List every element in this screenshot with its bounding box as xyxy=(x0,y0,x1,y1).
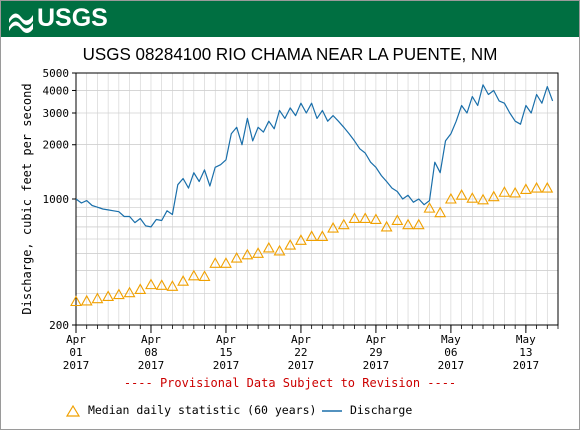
legend-label-discharge: Discharge xyxy=(349,403,413,417)
x-tick-label: 01 xyxy=(69,346,82,359)
median-point xyxy=(187,269,200,281)
legend-item-discharge: Discharge xyxy=(321,403,412,418)
median-point xyxy=(102,290,115,302)
x-tick-label: 29 xyxy=(369,346,382,359)
median-point xyxy=(155,279,168,290)
median-point xyxy=(498,186,511,197)
median-point xyxy=(123,286,136,298)
median-point xyxy=(380,220,393,232)
discharge-series xyxy=(75,84,554,228)
median-point xyxy=(444,192,457,204)
x-tick-label: 13 xyxy=(519,346,532,359)
median-point xyxy=(209,257,222,268)
x-tick-label: Apr xyxy=(366,333,386,346)
x-tick-label: May xyxy=(441,333,461,346)
median-point xyxy=(359,212,372,224)
x-tick-label: 2017 xyxy=(363,359,390,372)
median-point xyxy=(466,192,479,203)
x-tick-label: May xyxy=(516,333,536,346)
y-tick-label: 5000 xyxy=(43,67,70,80)
y-tick-label: 1000 xyxy=(43,193,70,206)
median-point xyxy=(198,270,211,281)
median-point xyxy=(391,214,404,226)
median-point xyxy=(166,280,179,291)
x-tick-label: 15 xyxy=(219,346,232,359)
x-tick-label: Apr xyxy=(291,333,311,346)
median-point xyxy=(487,190,500,202)
line-marker-icon xyxy=(322,409,342,412)
median-point xyxy=(294,234,307,245)
discharge-line xyxy=(75,84,554,228)
x-tick-label: 2017 xyxy=(213,359,240,372)
x-tick-label: 06 xyxy=(444,346,457,359)
median-point xyxy=(337,218,350,230)
x-tick-label: 2017 xyxy=(438,359,465,372)
median-point xyxy=(530,181,543,193)
y-axis-label: Discharge, cubic feet per second xyxy=(20,83,34,314)
median-point xyxy=(145,278,157,290)
median-point xyxy=(541,181,554,193)
x-tick-label: 2017 xyxy=(513,359,540,372)
x-tick-label: Apr xyxy=(66,333,86,346)
median-point xyxy=(284,238,297,250)
y-axis: 200 1000 2000 3000 4000 5000 xyxy=(43,67,76,332)
median-point xyxy=(305,230,318,241)
median-point xyxy=(220,257,232,268)
usgs-wordmark: USGS xyxy=(37,4,108,32)
x-tick-label: Apr xyxy=(216,333,236,346)
provisional-note: ---- Provisional Data Subject to Revisio… xyxy=(123,376,457,390)
usgs-logo-icon xyxy=(9,13,33,33)
y-tick-label: 4000 xyxy=(43,84,70,97)
x-tick-label: 2017 xyxy=(138,359,165,372)
median-point xyxy=(455,189,468,200)
median-point xyxy=(423,201,436,213)
median-point xyxy=(262,241,275,253)
median-point xyxy=(70,295,82,307)
median-point xyxy=(348,212,361,224)
y-tick-label: 3000 xyxy=(43,107,70,120)
median-point xyxy=(177,275,190,286)
median-point xyxy=(273,244,286,256)
median-point xyxy=(134,283,147,294)
chart-title: USGS 08284100 RIO CHAMA NEAR LA PUENTE, … xyxy=(82,44,498,65)
median-point xyxy=(509,186,522,198)
x-tick-label: 22 xyxy=(294,346,307,359)
usgs-banner: USGS xyxy=(1,1,579,37)
median-point xyxy=(241,248,254,260)
grid-lines xyxy=(75,73,559,325)
x-axis: Apr012017Apr082017Apr152017Apr222017Apr2… xyxy=(63,325,559,372)
triangle-marker-icon xyxy=(65,404,81,417)
median-point xyxy=(434,206,447,218)
median-point xyxy=(327,221,340,233)
median-point xyxy=(112,288,125,300)
median-series xyxy=(70,181,554,307)
median-point xyxy=(80,294,93,306)
x-tick-label: Apr xyxy=(141,333,161,346)
x-tick-label: 2017 xyxy=(288,359,315,372)
median-point xyxy=(402,218,414,230)
median-point xyxy=(369,213,382,225)
median-point xyxy=(230,251,243,263)
y-tick-label: 2000 xyxy=(43,139,70,152)
x-tick-label: 08 xyxy=(144,346,157,359)
y-tick-label: 200 xyxy=(49,319,69,332)
x-tick-label: 2017 xyxy=(63,359,90,372)
median-point xyxy=(519,183,532,194)
median-point xyxy=(477,193,489,205)
median-point xyxy=(316,230,329,241)
legend-label-median: Median daily statistic (60 years) xyxy=(87,403,317,417)
legend-item-median: Median daily statistic (60 years) xyxy=(65,403,316,418)
median-point xyxy=(91,292,104,304)
median-point xyxy=(252,247,265,258)
median-point xyxy=(412,218,425,230)
